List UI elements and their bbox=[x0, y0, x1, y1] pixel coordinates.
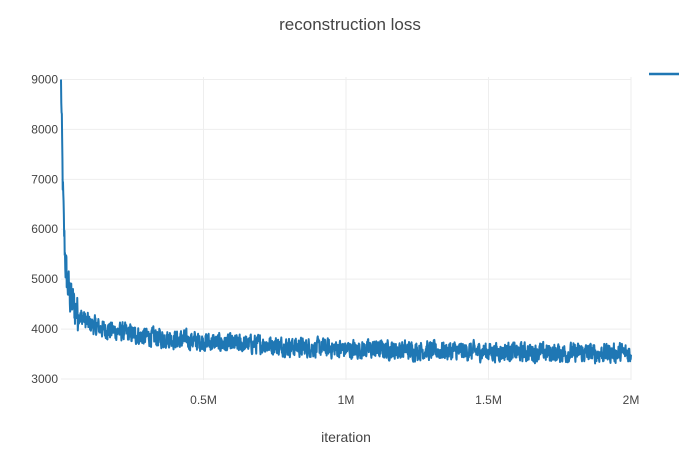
x-axis-label: iteration bbox=[321, 429, 371, 445]
chart-title: reconstruction loss bbox=[279, 15, 421, 34]
y-tick-label: 5000 bbox=[31, 272, 58, 286]
x-tick-label: 2M bbox=[623, 393, 640, 407]
x-axis-ticks: 0.5M 1M 1.5M 2M bbox=[190, 393, 639, 407]
series-line bbox=[60, 79, 632, 365]
series-layer bbox=[60, 79, 632, 365]
grid-layer bbox=[61, 77, 632, 380]
y-tick-label: 3000 bbox=[31, 372, 58, 386]
x-tick-label: 1.5M bbox=[475, 393, 502, 407]
y-tick-label: 7000 bbox=[31, 172, 58, 186]
y-tick-label: 4000 bbox=[31, 322, 58, 336]
y-tick-label: 6000 bbox=[31, 222, 58, 236]
y-tick-label: 9000 bbox=[31, 72, 58, 86]
y-tick-label: 8000 bbox=[31, 122, 58, 136]
x-tick-label: 0.5M bbox=[190, 393, 217, 407]
y-axis-ticks: 3000 4000 5000 6000 7000 8000 9000 bbox=[31, 72, 58, 386]
x-tick-label: 1M bbox=[338, 393, 355, 407]
